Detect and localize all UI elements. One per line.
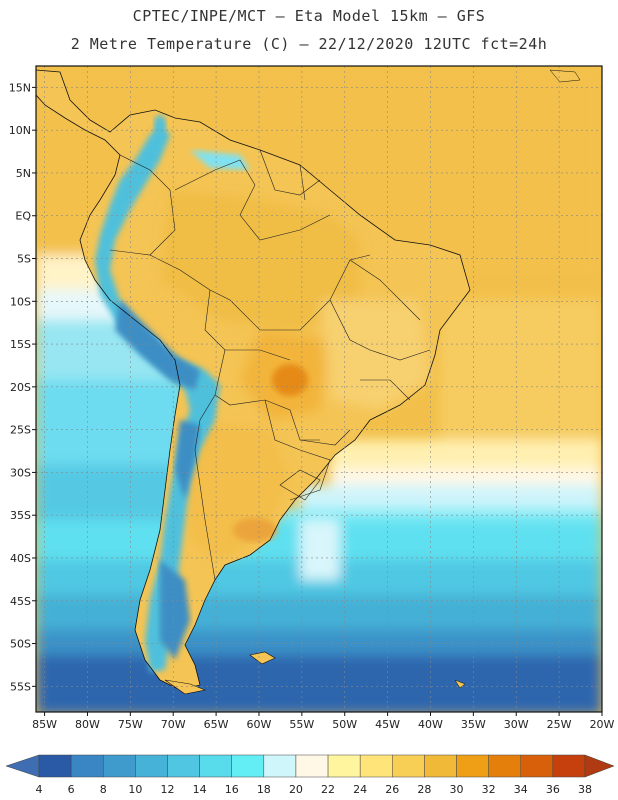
lat-tick-label: 40S [10, 552, 31, 565]
lon-tick-label: 55W [289, 718, 314, 731]
colorbar-swatch [552, 754, 586, 778]
lat-tick-label: 10N [9, 124, 31, 137]
lon-tick-label: 20W [590, 718, 615, 731]
lat-tick-label: 15S [10, 338, 31, 351]
andes-cold-strip [95, 125, 220, 672]
lat-tick-label: 30S [10, 466, 31, 479]
lon-tick-label: 30W [504, 718, 529, 731]
colorbar-under-arrow [5, 754, 40, 778]
colorbar-swatch [135, 754, 168, 778]
lat-tick-label: 25S [10, 424, 31, 437]
colorbar-swatch [488, 754, 522, 778]
lon-tick-label: 50W [332, 718, 357, 731]
lon-tick-label: 25W [547, 718, 572, 731]
colorbar-swatch [199, 754, 232, 778]
map-field [36, 66, 602, 712]
colorbar-label: 16 [225, 783, 239, 796]
colorbar-over-arrow [584, 754, 615, 778]
lat-tick-label: EQ [15, 210, 31, 223]
longitude-axis: 85W 80W 75W 70W 65W 60W 55W 50W 45W 40W 35W 30W 25W 2… [32, 712, 615, 731]
colorbar-swatch [38, 754, 72, 778]
colorbar-swatch [327, 754, 361, 778]
colorbar-label: 10 [128, 783, 142, 796]
hot-spot-pampas [233, 518, 277, 542]
latitude-axis: 15N 10N 5N EQ 5S 10S 15S 20S 25S 30S 35S 40S 45S 50S 5… [9, 81, 36, 693]
colorbar-swatch [424, 754, 457, 778]
colorbar-label: 18 [257, 783, 271, 796]
colorbar-swatch [359, 754, 393, 778]
colorbar-label: 30 [450, 783, 464, 796]
colorbar-label: 24 [353, 783, 367, 796]
colorbar-label: 28 [417, 783, 431, 796]
colorbar-label: 22 [321, 783, 335, 796]
colorbar-label: 4 [36, 783, 43, 796]
colorbar-swatch [263, 754, 297, 778]
lon-tick-label: 40W [418, 718, 443, 731]
chart-title-line1: CPTEC/INPE/MCT – Eta Model 15km – GFS [132, 7, 486, 25]
colorbar-swatch [70, 754, 104, 778]
lon-tick-label: 35W [461, 718, 486, 731]
colorbar-swatch [392, 754, 425, 778]
colorbar-label: 32 [482, 783, 496, 796]
colorbar-label: 6 [68, 783, 75, 796]
colorbar-swatch [102, 754, 136, 778]
lon-tick-label: 70W [161, 718, 186, 731]
colorbar: 4 6 8 10 12 14 16 18 20 22 24 26 28 30 32 34 36 38 [5, 754, 615, 796]
colorbar-label: 14 [193, 783, 207, 796]
lon-tick-label: 60W [247, 718, 272, 731]
colorbar-label: 36 [546, 783, 560, 796]
gridlines [36, 66, 603, 712]
colorbar-label: 38 [578, 783, 592, 796]
lat-tick-label: 10S [10, 295, 31, 308]
lat-tick-label: 50S [10, 638, 31, 651]
lat-tick-label: 15N [9, 81, 31, 94]
lat-tick-label: 45S [10, 595, 31, 608]
lon-tick-label: 75W [118, 718, 143, 731]
map-frame [35, 65, 603, 713]
lon-tick-label: 80W [75, 718, 100, 731]
colorbar-label: 34 [514, 783, 528, 796]
colorbar-swatch [456, 754, 489, 778]
lon-tick-label: 45W [375, 718, 400, 731]
lon-tick-label: 85W [32, 718, 57, 731]
colorbar-label: 26 [385, 783, 399, 796]
country-borders [109, 149, 431, 581]
lat-tick-label: 55S [10, 680, 31, 693]
colorbar-label: 20 [289, 783, 303, 796]
colorbar-swatch [167, 754, 200, 778]
lat-tick-label: 5S [17, 253, 31, 266]
lat-tick-label: 5N [16, 167, 31, 180]
colorbar-label: 12 [160, 783, 174, 796]
chart-title-line2: 2 Metre Temperature (C) – 22/12/2020 12U… [70, 35, 548, 53]
colorbar-swatch [231, 754, 265, 778]
lat-tick-label: 20S [10, 381, 31, 394]
colorbar-label: 8 [100, 783, 107, 796]
lon-tick-label: 65W [204, 718, 229, 731]
colorbar-swatch [520, 754, 554, 778]
hot-spot-pantanal [272, 364, 308, 396]
colorbar-swatch [295, 754, 329, 778]
lat-tick-label: 35S [10, 509, 31, 522]
